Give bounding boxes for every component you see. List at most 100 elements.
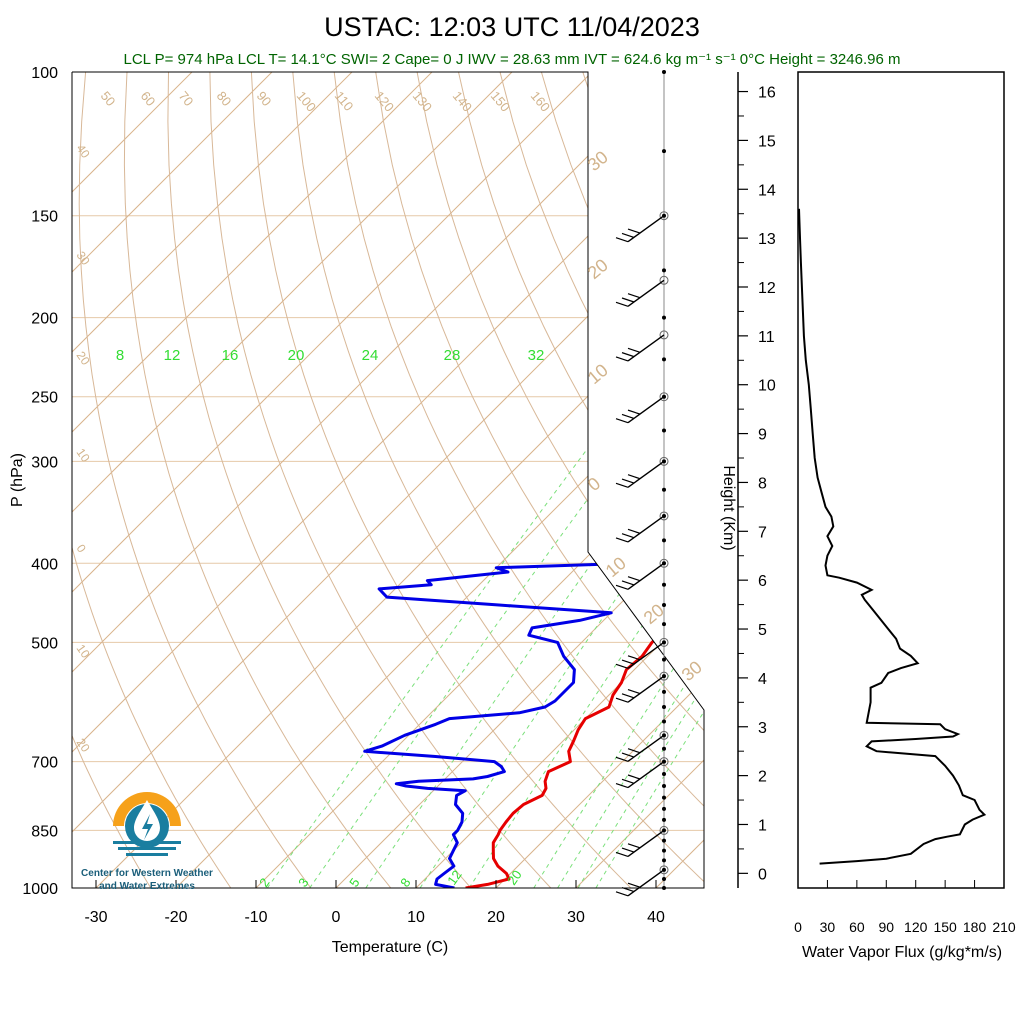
flux-tick-label: 0 [794,919,802,935]
dry-adiabat-edge-label: 20 [74,736,93,755]
dry-adiabat-label: 50 [98,88,119,109]
wind-barb-station [659,392,669,402]
logo-text-line-2: and Water Extremes [99,881,195,892]
level-dot [662,657,666,662]
flux-tick-label: 60 [849,919,865,935]
temperature-axis-label: Temperature (C) [332,939,448,956]
height-tick-label: 3 [758,720,767,737]
pressure-tick-label: 1000 [22,881,58,898]
temperature-tick-label: 40 [647,909,665,926]
dry-adiabat-line [623,72,704,888]
dry-adiabat-line [72,72,232,888]
level-dot [662,70,666,74]
temperature-tick-label: 0 [332,909,341,926]
mixing-ratio-line [365,72,704,888]
chart-subtitle: LCL P= 974 hPa LCL T= 14.1°C SWI= 2 Cape… [124,51,901,68]
level-dot [662,838,666,843]
wind-barb-flag [621,847,635,853]
mixing-ratio-line [266,72,704,888]
isotherm-line [72,72,193,888]
dry-adiabat-edge-label: 0 [74,542,89,556]
wind-barb-station [659,637,669,647]
dry-adiabat-line [72,72,152,888]
dry-adiabat-line [78,72,312,888]
wind-barb-station [659,757,669,767]
dry-adiabat-line [458,72,704,888]
dry-adiabat-label: 60 [138,88,159,109]
flux-tick-label: 120 [904,919,928,935]
mixing-ratio-label: 8 [116,347,124,364]
wind-barb-station [659,558,669,568]
dry-adiabat-line [749,72,1024,888]
wind-barb-flag [621,659,635,665]
wind-barb-flag [621,752,635,758]
height-tick-label: 6 [758,573,767,590]
logo-wave-3 [126,853,168,856]
flux-tick-label: 90 [878,919,894,935]
isotherm-line [736,72,1024,888]
level-dot [662,877,666,882]
wind-barb-station [659,730,669,740]
dry-adiabat-line [333,72,704,888]
dry-adiabat-line [790,72,1024,888]
dry-adiabat-label: 110 [332,88,357,114]
wind-barb-flag [627,347,641,353]
isotherm-line [575,72,704,888]
dry-adiabat-line [167,72,472,888]
dry-adiabat-edge-label: 20 [74,349,93,368]
dry-adiabat-label: 80 [214,88,235,109]
level-dot [662,149,666,154]
mixing-ratio-line [309,72,704,888]
temperature-profile-line [465,215,704,888]
mixing-ratio-line [533,72,704,888]
isotherm-line [72,72,353,888]
level-dot [662,817,666,822]
height-tick-label: 1 [758,817,767,834]
height-tick-label: 13 [758,231,776,248]
pressure-tick-label: 400 [31,556,58,573]
pressure-tick-label: 150 [31,209,58,226]
dry-adiabat-label: 90 [254,88,275,109]
isotherm-line [175,72,704,888]
height-tick-label: 9 [758,427,767,444]
mixing-ratio-line [577,72,704,888]
wind-barb-flag [627,228,641,234]
pressure-tick-label: 250 [31,390,58,407]
wind-barb-flag [621,352,635,358]
wind-barb-flag [621,693,635,699]
isotherm-line [72,72,593,888]
dry-adiabat-line [707,72,1024,888]
isotherm-line [335,72,704,888]
wind-barb-flag [621,232,635,238]
wind-barb-flag [627,293,641,299]
flux-tick-label: 210 [992,919,1016,935]
height-tick-label: 16 [758,85,776,102]
chart-title: USTAC: 12:03 UTC 11/04/2023 [324,12,700,42]
wind-barb-flag [621,297,635,303]
temperature-tick-label: -30 [84,909,107,926]
dry-adiabat-line [250,72,632,888]
dewpoint-profile-line [363,215,659,888]
mixing-ratio-line [419,72,704,888]
wind-barb-station [659,865,669,875]
wind-barb-flag [627,655,641,661]
logo-sun-arc [113,792,181,826]
isotherm-line [72,72,273,888]
wind-barb-station [659,671,669,681]
isotherm-label: 30 [678,657,706,685]
pressure-tick-label: 500 [31,635,58,652]
height-tick-label: 5 [758,622,767,639]
isotherm-line [255,72,704,888]
dry-adiabat-line [416,72,704,888]
wind-barb-flag [615,418,629,424]
temperature-tick-label: 20 [487,909,505,926]
skew-t-border [71,71,705,889]
wind-barb-flag [621,413,635,419]
mixing-ratio-bottom-label: 12 [444,867,465,887]
logo-wave-2 [118,847,176,850]
height-tick-label: 0 [758,866,767,883]
flux-plot-border [797,71,1005,889]
level-dot [662,487,666,492]
wind-barb-flag [627,688,641,695]
isotherm-line [655,72,704,888]
